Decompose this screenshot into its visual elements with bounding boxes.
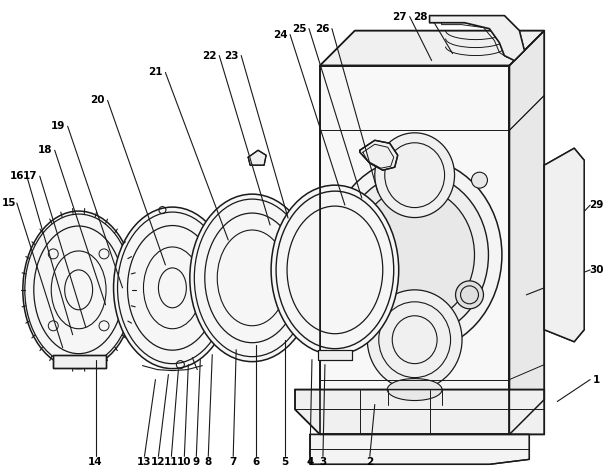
Polygon shape — [360, 140, 397, 170]
Polygon shape — [310, 435, 529, 465]
Text: 7: 7 — [229, 457, 237, 467]
Text: 16: 16 — [10, 171, 24, 181]
Text: 10: 10 — [177, 457, 192, 467]
Ellipse shape — [387, 379, 442, 400]
Text: 3: 3 — [319, 457, 327, 467]
Text: 19: 19 — [51, 121, 65, 131]
Text: 4: 4 — [306, 457, 313, 467]
Ellipse shape — [367, 290, 462, 390]
Text: 13: 13 — [137, 457, 152, 467]
Text: 11: 11 — [164, 457, 178, 467]
Polygon shape — [53, 355, 106, 368]
Text: 5: 5 — [281, 457, 289, 467]
Polygon shape — [248, 150, 266, 165]
Text: 2: 2 — [366, 457, 373, 467]
Text: 22: 22 — [202, 50, 217, 60]
Ellipse shape — [355, 188, 474, 322]
Text: 26: 26 — [315, 24, 329, 34]
Polygon shape — [430, 16, 525, 60]
Polygon shape — [320, 30, 544, 66]
Text: 25: 25 — [292, 24, 306, 34]
Polygon shape — [320, 66, 509, 435]
Text: 27: 27 — [393, 12, 407, 22]
Text: 18: 18 — [38, 145, 52, 155]
Text: 1: 1 — [592, 375, 600, 385]
Ellipse shape — [190, 194, 315, 361]
Text: 12: 12 — [151, 457, 166, 467]
Text: 23: 23 — [224, 50, 238, 60]
Ellipse shape — [471, 172, 488, 188]
Text: 15: 15 — [2, 198, 16, 208]
Polygon shape — [318, 350, 352, 360]
Ellipse shape — [327, 158, 502, 352]
Polygon shape — [509, 30, 544, 435]
Ellipse shape — [114, 207, 231, 369]
Polygon shape — [544, 148, 584, 342]
Text: 9: 9 — [193, 457, 200, 467]
Text: 17: 17 — [22, 171, 37, 181]
Text: 30: 30 — [589, 265, 603, 275]
Ellipse shape — [341, 173, 488, 337]
Ellipse shape — [271, 185, 399, 355]
Text: 20: 20 — [90, 95, 105, 105]
Ellipse shape — [374, 133, 454, 218]
Polygon shape — [295, 390, 544, 435]
Text: 6: 6 — [252, 457, 260, 467]
Text: 29: 29 — [589, 200, 603, 210]
Text: 8: 8 — [204, 457, 212, 467]
Text: 24: 24 — [273, 29, 287, 39]
Ellipse shape — [456, 281, 483, 309]
Text: 28: 28 — [413, 12, 428, 22]
Text: 21: 21 — [148, 67, 163, 77]
Text: 14: 14 — [88, 457, 103, 467]
Ellipse shape — [23, 211, 134, 369]
